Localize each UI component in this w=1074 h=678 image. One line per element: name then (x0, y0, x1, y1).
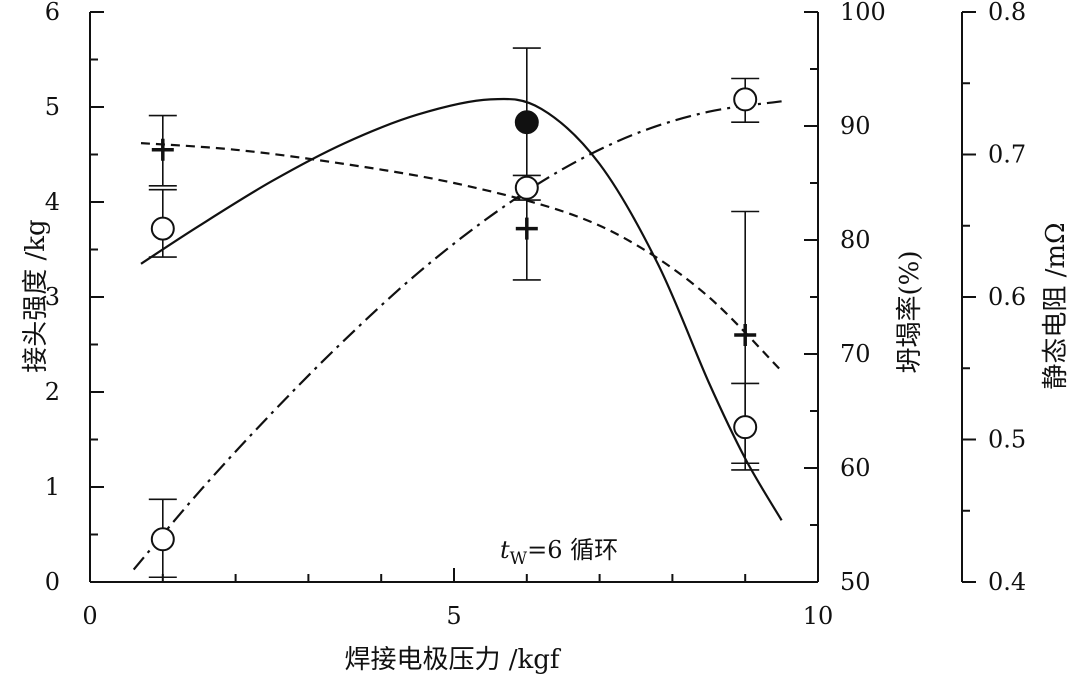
left-axis-title: 接头强度 /kg (21, 219, 51, 372)
markers-group (150, 87, 758, 552)
left-axis-tick-label: 4 (45, 188, 60, 216)
fit-curve-solid (140, 97, 783, 521)
open-circle-point (733, 415, 758, 440)
x-tick-label: 0 (82, 602, 97, 630)
right1-axis-tick-label: 100 (840, 0, 886, 26)
right1-axis-tick-label: 70 (840, 340, 871, 368)
left-axis-tick-label: 2 (45, 378, 60, 406)
x-tick-label: 5 (446, 602, 461, 630)
open-circle-point (150, 216, 175, 241)
right2-axis-tick-label: 0.5 (988, 426, 1026, 454)
right2-axis-tick-label: 0.6 (988, 283, 1026, 311)
right1-axis-title: 坍塌率(%) (895, 251, 925, 374)
right1-axis-tick-label: 90 (840, 112, 871, 140)
filled-circle-point (514, 110, 539, 135)
right2-axis-title: 静态电阻 /mΩ (1041, 222, 1071, 389)
open-circle-point (514, 175, 539, 200)
annotation-italic: t (500, 536, 510, 564)
cycle-annotation: tW=6 循环 (500, 536, 618, 569)
open-circle-point (733, 87, 758, 112)
left-axis-tick-label: 5 (45, 93, 60, 121)
x-axis-title: 焊接电极压力 /kgf (344, 645, 561, 675)
fit-curves-group (132, 97, 783, 571)
open-circle-point (150, 527, 175, 552)
left-axis-tick-label: 0 (45, 568, 60, 596)
left-axis-tick-label: 1 (45, 473, 60, 501)
right1-axis-tick-label: 60 (840, 454, 871, 482)
right1-axis-tick-label: 80 (840, 226, 871, 254)
right1-axis-tick-label: 50 (840, 568, 871, 596)
right2-axis-tick-label: 0.8 (988, 0, 1026, 26)
x-tick-label: 10 (803, 602, 834, 630)
left-axis-tick-label: 3 (45, 283, 60, 311)
annotation-rest: =6 循环 (527, 536, 618, 564)
annotation-subscript: W (510, 549, 528, 569)
right2-axis-tick-label: 0.4 (988, 568, 1026, 596)
error-bars-group (148, 47, 760, 579)
left-axis-tick-label: 6 (45, 0, 60, 26)
fit-curve-dash-dot (132, 100, 782, 571)
fit-curve-dashed (140, 142, 783, 372)
right2-axis-tick-label: 0.7 (988, 141, 1026, 169)
